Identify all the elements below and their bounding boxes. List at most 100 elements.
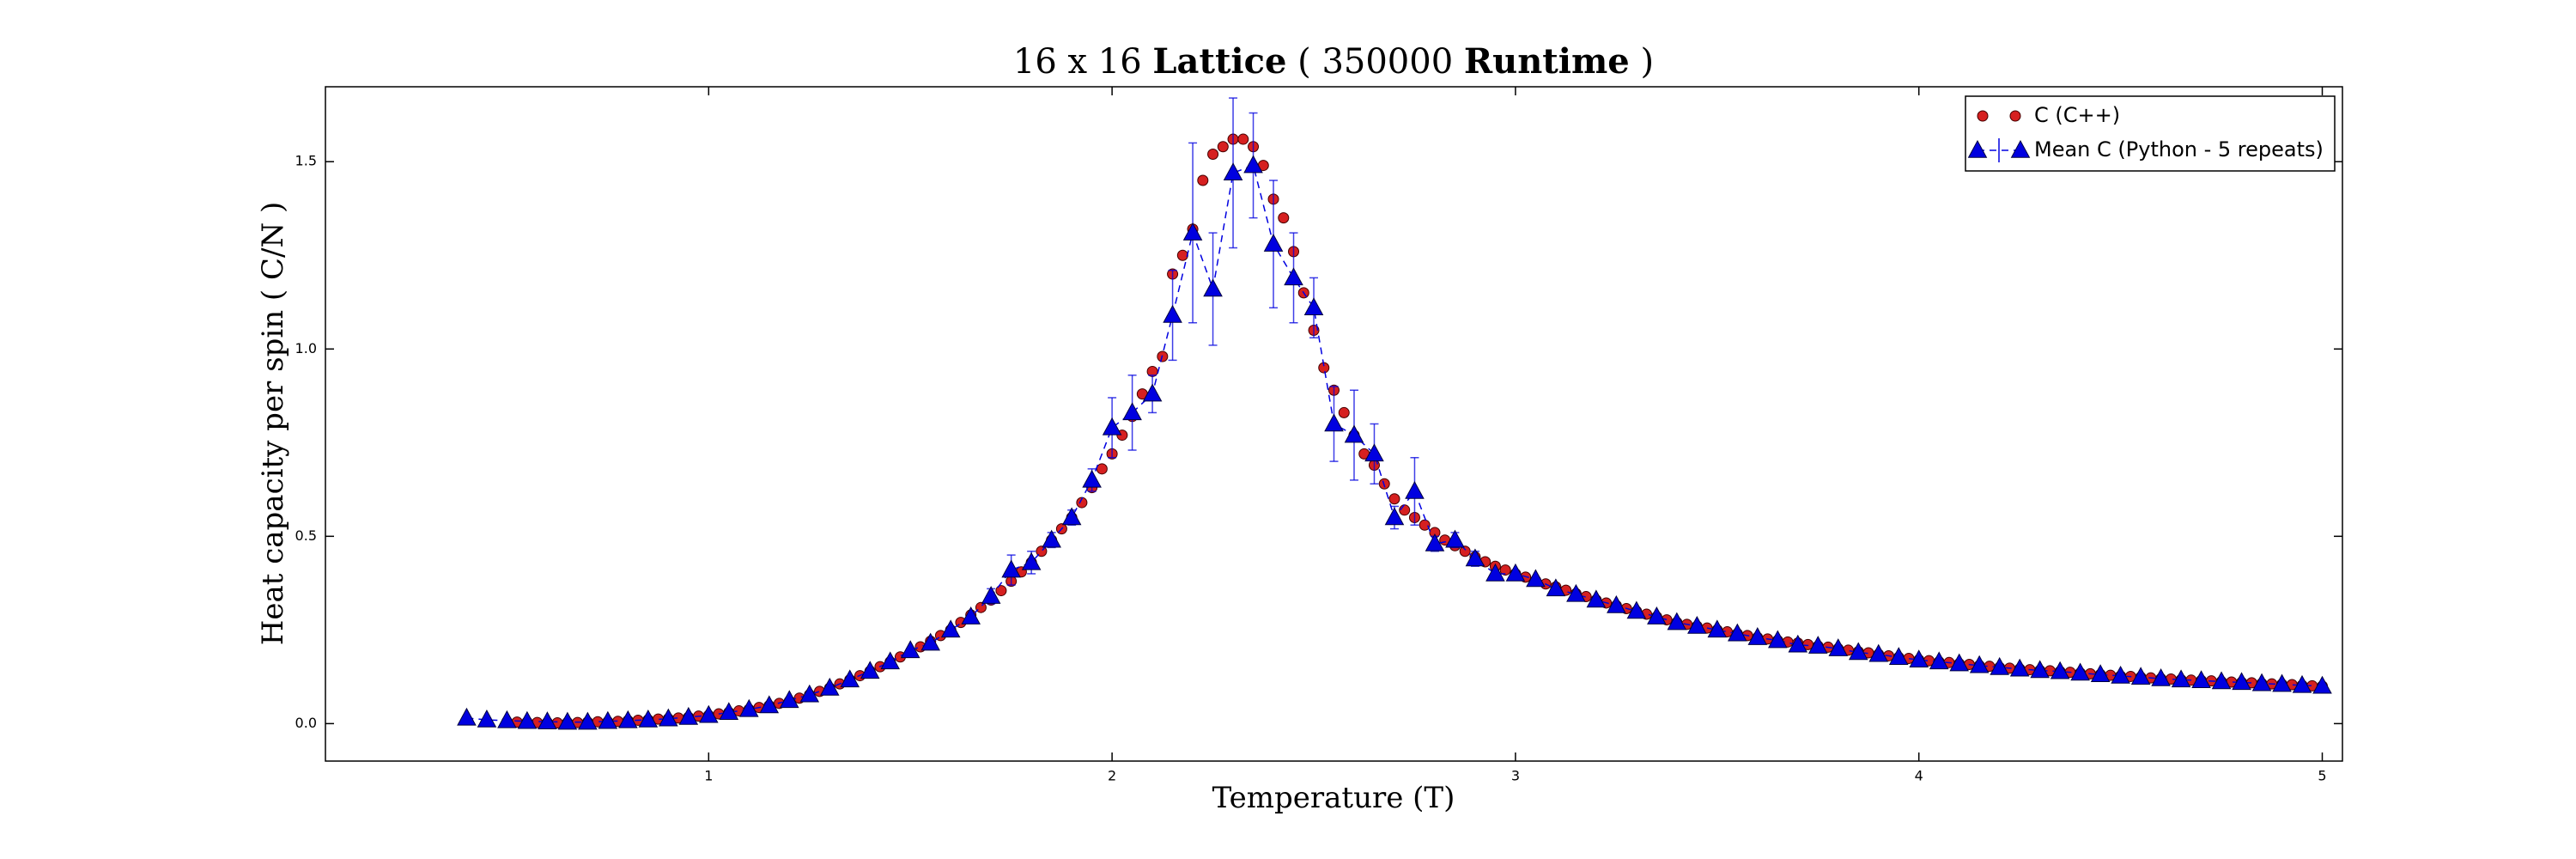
y-tick-label: 1.0	[295, 340, 317, 356]
data-point	[1388, 493, 1400, 505]
data-point	[1566, 583, 1586, 602]
data-point	[1284, 267, 1303, 286]
data-point	[759, 695, 780, 714]
data-point	[2030, 660, 2050, 679]
data-point	[2232, 672, 2251, 691]
data-point	[1061, 507, 1082, 526]
data-point	[1828, 638, 1849, 656]
y-tick-label: 1.5	[295, 153, 317, 169]
data-point	[819, 677, 840, 696]
data-point	[1042, 529, 1061, 548]
data-point	[1505, 563, 1526, 582]
data-point	[1419, 519, 1431, 531]
data-point	[2111, 665, 2130, 684]
data-point	[1485, 563, 1505, 582]
data-point	[2171, 669, 2191, 688]
title-part: Runtime	[1464, 41, 1630, 82]
data-point	[1096, 463, 1108, 475]
data-point	[1122, 402, 1142, 421]
data-point	[1990, 656, 2009, 675]
legend-box	[1965, 95, 2336, 172]
data-point	[2151, 668, 2171, 686]
data-point	[1607, 594, 1626, 613]
plot-frame	[325, 86, 2343, 762]
data-point	[1465, 548, 1485, 567]
data-point	[1182, 222, 1203, 241]
data-point	[1142, 383, 1163, 402]
data-point	[799, 684, 820, 703]
data-point	[678, 706, 699, 725]
title-part: ( 350000	[1286, 42, 1463, 82]
data-point	[961, 606, 981, 624]
data-point	[1586, 589, 1607, 608]
data-point	[1909, 649, 1929, 667]
data-point	[477, 709, 497, 728]
data-point	[1687, 615, 1707, 634]
data-point	[779, 690, 799, 709]
data-point	[2070, 662, 2090, 681]
data-point	[1263, 234, 1284, 252]
data-point	[1707, 619, 1728, 638]
data-point	[659, 708, 678, 727]
data-point	[598, 710, 618, 729]
data-point	[1405, 480, 1425, 499]
data-point	[1197, 174, 1209, 186]
data-point	[517, 710, 538, 729]
data-point	[1344, 424, 1364, 443]
data-point	[940, 619, 961, 638]
data-point	[2312, 675, 2332, 694]
data-point	[1929, 651, 1949, 670]
data-point	[2009, 658, 2030, 677]
legend-marker	[1977, 110, 1989, 122]
data-point	[1021, 551, 1042, 570]
data-point	[900, 640, 920, 659]
x-tick-label: 4	[1915, 768, 1923, 784]
data-point	[1626, 600, 1647, 619]
data-point	[1788, 634, 1808, 653]
data-point	[1207, 149, 1219, 160]
data-point	[638, 709, 659, 728]
data-point	[457, 707, 477, 726]
data-point	[1888, 647, 1909, 665]
data-point	[2292, 674, 2312, 693]
data-point	[1667, 612, 1687, 631]
data-point	[1868, 643, 1889, 662]
data-point	[1303, 297, 1324, 316]
data-point	[1076, 497, 1088, 509]
data-point	[2211, 671, 2232, 690]
y-tick-label: 0.5	[295, 527, 317, 544]
data-point	[1237, 133, 1249, 145]
data-point	[1949, 653, 1969, 672]
data-point	[1807, 636, 1828, 654]
data-point	[2191, 670, 2211, 688]
data-point	[920, 632, 940, 651]
data-point	[1217, 141, 1229, 153]
data-point	[1243, 155, 1263, 174]
data-point	[2251, 673, 2272, 691]
x-tick-label: 3	[1511, 768, 1520, 784]
y-axis-label: Heat capacity per spin ( C/N )	[256, 202, 290, 646]
data-point	[2090, 664, 2111, 683]
title-part: 16 x 16	[1013, 42, 1153, 82]
data-point	[719, 702, 739, 721]
legend-label: C (C++)	[2034, 103, 2120, 127]
data-point	[1338, 406, 1350, 418]
data-point	[2272, 673, 2292, 692]
title-part: )	[1630, 42, 1654, 82]
data-point	[1546, 578, 1566, 597]
data-point	[981, 586, 1001, 604]
data-point	[578, 711, 598, 730]
data-point	[1278, 212, 1290, 224]
data-point	[1425, 533, 1445, 551]
data-point	[497, 710, 517, 728]
data-point	[1499, 564, 1511, 576]
data-point	[1203, 278, 1223, 297]
data-point	[860, 661, 880, 679]
data-point	[1364, 443, 1384, 462]
data-point	[1102, 417, 1122, 436]
data-point	[1526, 569, 1546, 588]
data-point	[1163, 304, 1182, 323]
data-point	[1848, 642, 1868, 661]
